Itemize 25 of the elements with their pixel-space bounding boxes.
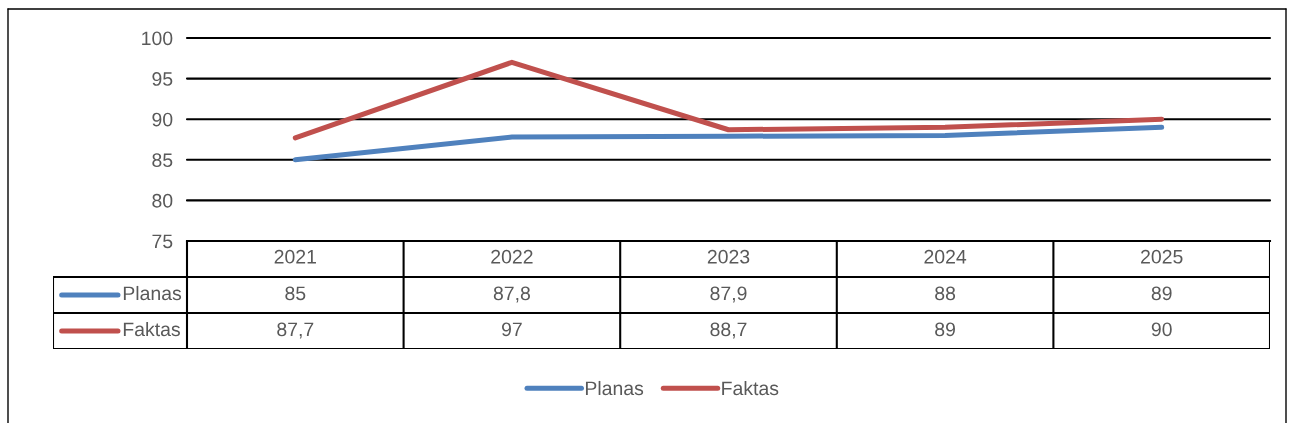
y-tick-label: 100 (142, 31, 173, 46)
data-label: 97 (502, 322, 522, 337)
data-label: 87,9 (710, 286, 747, 303)
data-label: 88,7 (710, 322, 747, 339)
x-tick-label: 2023 (707, 249, 750, 264)
legend-label: Faktas (123, 321, 180, 337)
data-label: 87,7 (277, 322, 314, 339)
data-label: 90 (1151, 322, 1172, 337)
y-tick-label: 75 (152, 234, 173, 249)
x-tick-label: 2021 (274, 249, 316, 264)
y-tick-label: 95 (152, 72, 173, 86)
data-label: 85 (285, 286, 306, 301)
y-tick-label: 80 (152, 193, 173, 208)
y-tick-label: 90 (152, 112, 173, 127)
legend-label: Planas (123, 285, 182, 301)
y-tick-label: 85 (152, 153, 173, 168)
text: Planas (585, 380, 644, 396)
data-label: 87,8 (493, 286, 530, 303)
x-tick-label: 2025 (1141, 249, 1183, 264)
text: Faktas (722, 380, 779, 396)
x-tick-label: 2022 (491, 249, 533, 264)
x-tick-label: 2024 (924, 249, 967, 264)
data-label: 89 (1151, 286, 1172, 301)
data-label: 88 (935, 286, 956, 301)
data-label: 89 (935, 322, 955, 337)
